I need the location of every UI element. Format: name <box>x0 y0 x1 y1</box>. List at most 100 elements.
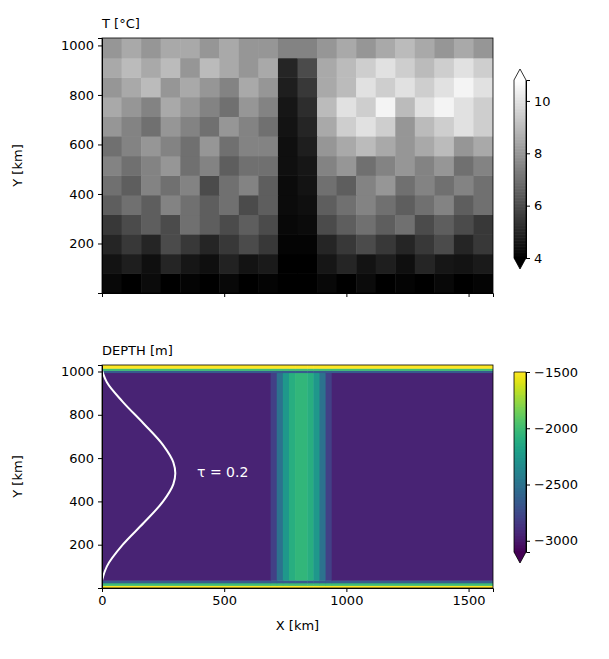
heatmap-cell <box>200 175 220 195</box>
heatmap-cell <box>307 365 314 369</box>
heatmap-cell <box>239 38 259 58</box>
heatmap-cell <box>141 273 161 293</box>
tick: 200 <box>69 236 102 251</box>
heatmap-cell <box>258 58 278 78</box>
heatmap-cell <box>278 58 298 78</box>
heatmap-cell <box>161 97 181 117</box>
heatmap-cell <box>102 215 122 235</box>
heatmap-cell <box>454 175 474 195</box>
heatmap-cell <box>239 234 259 254</box>
heatmap-cell <box>434 97 454 117</box>
heatmap-cell <box>258 38 278 58</box>
heatmap-cell <box>337 175 357 195</box>
heatmap-cell <box>376 175 396 195</box>
heatmap-cell <box>395 254 415 274</box>
heatmap-cell <box>219 215 239 235</box>
heatmap-cell <box>161 234 181 254</box>
heatmap-cell <box>415 234 435 254</box>
tick: 1000 <box>330 588 363 608</box>
heatmap-cell <box>356 77 376 97</box>
heatmap-cell <box>317 195 337 215</box>
heatmap-cell <box>454 234 474 254</box>
heatmap-cell <box>473 156 493 176</box>
heatmap-cell <box>415 156 435 176</box>
heatmap-cell <box>239 156 259 176</box>
heatmap-cell <box>473 254 493 274</box>
tick: 1000 <box>61 38 102 53</box>
heatmap-cell <box>298 97 318 117</box>
heatmap-cell <box>473 38 493 58</box>
tick-mark <box>469 293 470 297</box>
heatmap-cell <box>434 273 454 293</box>
heatmap-cell <box>239 58 259 78</box>
heatmap-cell <box>415 38 435 58</box>
heatmap-cell <box>161 195 181 215</box>
tick: 10 <box>526 94 551 109</box>
tick-mark <box>526 153 530 154</box>
heatmap-cell <box>326 365 333 369</box>
tick: 400 <box>69 187 102 202</box>
heatmap-cell <box>317 38 337 58</box>
heatmap-cell <box>278 254 298 274</box>
heatmap-cell <box>122 77 142 97</box>
heatmap-cell <box>415 175 435 195</box>
heatmap-cell <box>122 97 142 117</box>
heatmap-cell <box>337 195 357 215</box>
heatmap-cell <box>356 116 376 136</box>
colorbar-extend <box>514 69 526 80</box>
heatmap-cell <box>454 116 474 136</box>
tick: −2000 <box>526 421 578 436</box>
tick <box>346 293 347 297</box>
heatmap-cell <box>473 215 493 235</box>
heatmap-cell <box>239 215 259 235</box>
heatmap-cell <box>332 373 493 581</box>
heatmap-cell <box>200 215 220 235</box>
panel: 0500100015002004006008001000DEPTH [m]Y [… <box>10 343 578 633</box>
heatmap-cell <box>473 273 493 293</box>
tick-label: 400 <box>69 494 94 509</box>
plot-frame <box>102 38 493 293</box>
heatmap-cell <box>337 38 357 58</box>
heatmap-cell <box>258 273 278 293</box>
heatmap-cell <box>415 136 435 156</box>
tick-mark <box>526 485 530 486</box>
heatmap-cell <box>180 38 200 58</box>
figure: 2004006008001000T [°C]Y [km]468100500100… <box>0 0 609 659</box>
heatmap-cell <box>298 136 318 156</box>
heatmap-cell <box>219 58 239 78</box>
colorbar: 46810 <box>514 69 551 269</box>
heatmap-cell <box>180 97 200 117</box>
heatmap-cell <box>454 156 474 176</box>
heatmap-cell <box>454 136 474 156</box>
heatmap-cell <box>317 58 337 78</box>
heatmap-cell <box>200 156 220 176</box>
heatmap-cell <box>395 77 415 97</box>
heatmap-cell <box>141 195 161 215</box>
heatmap-cell <box>298 273 318 293</box>
heatmap-cell <box>102 77 122 97</box>
heatmap-cell <box>271 365 278 369</box>
heatmap-cell <box>434 195 454 215</box>
heatmap-cell <box>473 234 493 254</box>
heatmap-cell <box>258 175 278 195</box>
heatmap-cell <box>161 136 181 156</box>
tick-label: 800 <box>69 88 94 103</box>
heatmap-cell <box>283 373 290 581</box>
colorbar-frame <box>514 372 526 563</box>
heatmap-cell <box>376 254 396 274</box>
heatmap-cell <box>102 175 122 195</box>
heatmap-cell <box>337 254 357 274</box>
heatmap-cell <box>337 234 357 254</box>
heatmap-cell <box>141 116 161 136</box>
tick: 600 <box>69 137 102 152</box>
heatmap-cell <box>278 175 298 195</box>
heatmap-cell <box>337 156 357 176</box>
tick-mark <box>346 588 347 592</box>
heatmap-cell <box>454 215 474 235</box>
heatmap-cell <box>141 254 161 274</box>
heatmap-cell <box>258 77 278 97</box>
heatmap-cell <box>122 38 142 58</box>
heatmap-cell <box>102 365 271 369</box>
tick-mark <box>98 545 102 546</box>
tick: 800 <box>69 88 102 103</box>
